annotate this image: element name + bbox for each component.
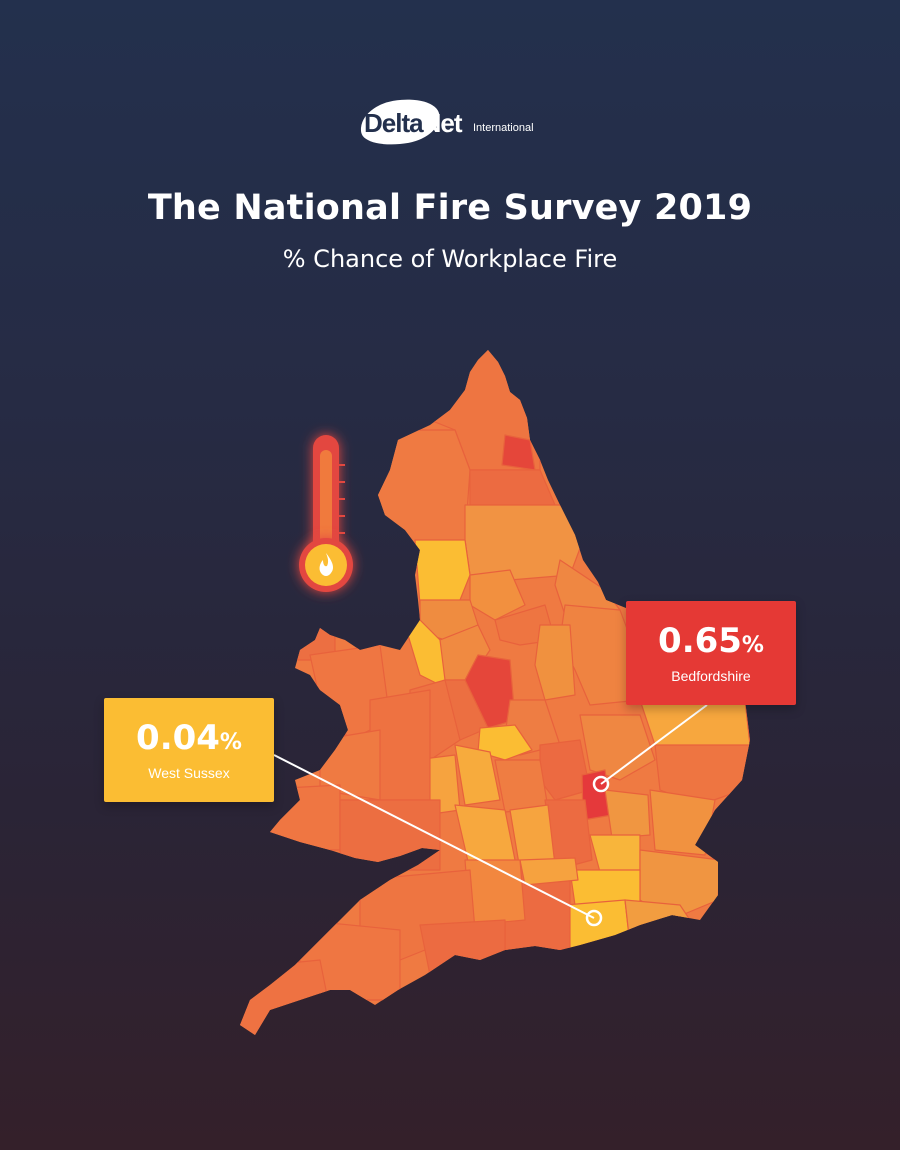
callout-number: 0.65 [658, 621, 742, 661]
county-essex [649, 789, 716, 856]
marker-west-sussex [585, 909, 603, 927]
callout-value: 0.04% [104, 718, 274, 763]
page-subtitle: % Chance of Workplace Fire [282, 245, 618, 273]
county-cornwall [240, 959, 331, 1035]
callout-high-risk: 0.65% Bedfordshire [626, 601, 796, 705]
county-surrey [569, 869, 641, 906]
county-tyne-wear [501, 434, 536, 471]
county-durham [469, 469, 556, 506]
connector-line-high [600, 704, 708, 785]
county-lancashire [414, 539, 471, 606]
logo-word-net: Net [422, 108, 463, 138]
county-nottinghamshire [534, 624, 576, 701]
marker-bedfordshire [592, 775, 610, 793]
deltanet-logo: DeltaNet International [356, 93, 560, 151]
county-worcestershire [454, 744, 501, 806]
logo-word-delta: Delta [364, 108, 424, 138]
county-berkshire [519, 857, 579, 886]
thermometer-flame-icon [299, 435, 353, 592]
county-hertfordshire [604, 789, 651, 839]
connector-line-low [273, 754, 595, 919]
callout-county-label: Bedfordshire [671, 668, 751, 684]
county-dorset [419, 919, 506, 976]
county-suffolk [654, 744, 750, 806]
county-warwickshire [494, 759, 549, 813]
callout-value: 0.65% [626, 621, 796, 666]
callout-county-label: West Sussex [148, 765, 230, 781]
logo-suffix: International [473, 122, 534, 134]
county-glamorgan [339, 799, 441, 871]
county-cambridgeshire [579, 714, 656, 781]
callout-low-risk: 0.04% West Sussex [104, 698, 274, 802]
page-title: The National Fire Survey 2019 [147, 188, 753, 228]
county-west-midlands [477, 724, 533, 761]
callout-unit: % [741, 633, 764, 658]
callout-connectors [273, 704, 708, 927]
callout-unit: % [219, 730, 242, 755]
logo-wordmark: DeltaNet [364, 108, 463, 139]
callout-number: 0.04 [136, 718, 220, 758]
